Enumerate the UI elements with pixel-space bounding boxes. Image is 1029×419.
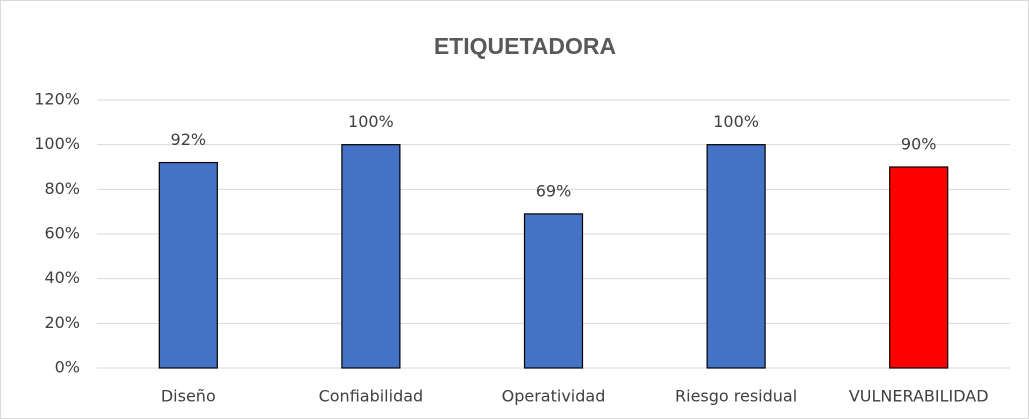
data-label: 100% — [713, 112, 759, 131]
y-tick-label: 60% — [44, 224, 80, 243]
y-tick-label: 40% — [44, 268, 80, 287]
bar — [341, 144, 401, 369]
x-tick-label: VULNERABILIDAD — [849, 387, 989, 406]
y-tick-label: 100% — [34, 134, 80, 153]
data-label: 90% — [901, 135, 937, 154]
y-tick-label: 20% — [44, 313, 80, 332]
chart-title: ETIQUETADORA — [434, 33, 616, 59]
x-tick-label: Operatividad — [502, 387, 606, 406]
y-tick-label: 80% — [44, 179, 80, 198]
bar — [706, 144, 766, 369]
y-tick-label: 120% — [34, 90, 80, 109]
bar — [523, 213, 584, 369]
bar — [158, 161, 218, 369]
data-label: 69% — [536, 181, 572, 200]
bar — [889, 166, 949, 369]
x-tick-label: Riesgo residual — [675, 387, 797, 406]
y-tick-label: 0% — [55, 358, 80, 377]
data-label: 92% — [171, 130, 207, 149]
x-tick-label: Confiabilidad — [319, 387, 424, 406]
x-tick-label: Diseño — [161, 387, 216, 406]
data-label: 100% — [348, 112, 394, 131]
